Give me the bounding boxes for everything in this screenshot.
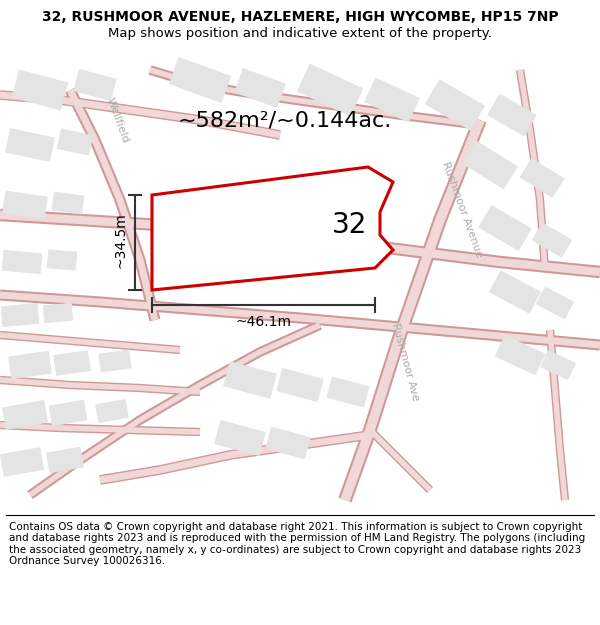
Bar xyxy=(541,351,575,379)
Bar xyxy=(425,80,485,130)
Text: ~34.5m: ~34.5m xyxy=(113,213,127,268)
Bar xyxy=(495,335,545,375)
Bar xyxy=(1,304,39,326)
Bar xyxy=(463,141,517,189)
Bar xyxy=(266,428,310,459)
Bar xyxy=(365,78,419,122)
Bar xyxy=(1,448,44,476)
Bar xyxy=(298,64,362,116)
Bar xyxy=(47,250,77,270)
Text: ~46.1m: ~46.1m xyxy=(235,315,292,329)
Bar xyxy=(536,287,574,319)
Bar xyxy=(49,400,87,426)
Bar xyxy=(74,69,116,101)
Bar xyxy=(8,351,52,379)
Polygon shape xyxy=(152,167,393,290)
Bar xyxy=(2,401,47,429)
Bar xyxy=(95,399,128,422)
Bar xyxy=(2,191,47,219)
Bar xyxy=(215,421,265,456)
Text: ~582m²/~0.144ac.: ~582m²/~0.144ac. xyxy=(178,110,392,130)
Bar xyxy=(57,129,93,155)
Text: 32: 32 xyxy=(331,211,367,239)
Bar xyxy=(12,70,68,110)
Text: Rushmoor Avenue: Rushmoor Avenue xyxy=(440,161,484,259)
Bar xyxy=(235,69,286,108)
Bar xyxy=(47,448,83,472)
Bar xyxy=(479,206,531,251)
Text: Map shows position and indicative extent of the property.: Map shows position and indicative extent… xyxy=(108,27,492,40)
Text: Contains OS data © Crown copyright and database right 2021. This information is : Contains OS data © Crown copyright and d… xyxy=(9,521,585,566)
Text: 32, RUSHMOOR AVENUE, HAZLEMERE, HIGH WYCOMBE, HP15 7NP: 32, RUSHMOOR AVENUE, HAZLEMERE, HIGH WYC… xyxy=(41,10,559,24)
Bar xyxy=(224,362,277,398)
Text: Wellfield: Wellfield xyxy=(105,96,131,144)
Bar xyxy=(5,129,55,161)
Bar xyxy=(2,251,42,274)
Bar xyxy=(277,369,323,401)
Text: Rushmoor Ave: Rushmoor Ave xyxy=(390,322,420,402)
Bar xyxy=(520,159,564,198)
Bar xyxy=(99,350,131,372)
Bar xyxy=(169,58,230,102)
Bar xyxy=(43,303,73,322)
Bar xyxy=(488,94,536,136)
Bar xyxy=(532,223,572,257)
Bar xyxy=(52,192,84,214)
Bar xyxy=(490,271,541,313)
Bar xyxy=(54,351,90,375)
Bar xyxy=(327,377,369,407)
